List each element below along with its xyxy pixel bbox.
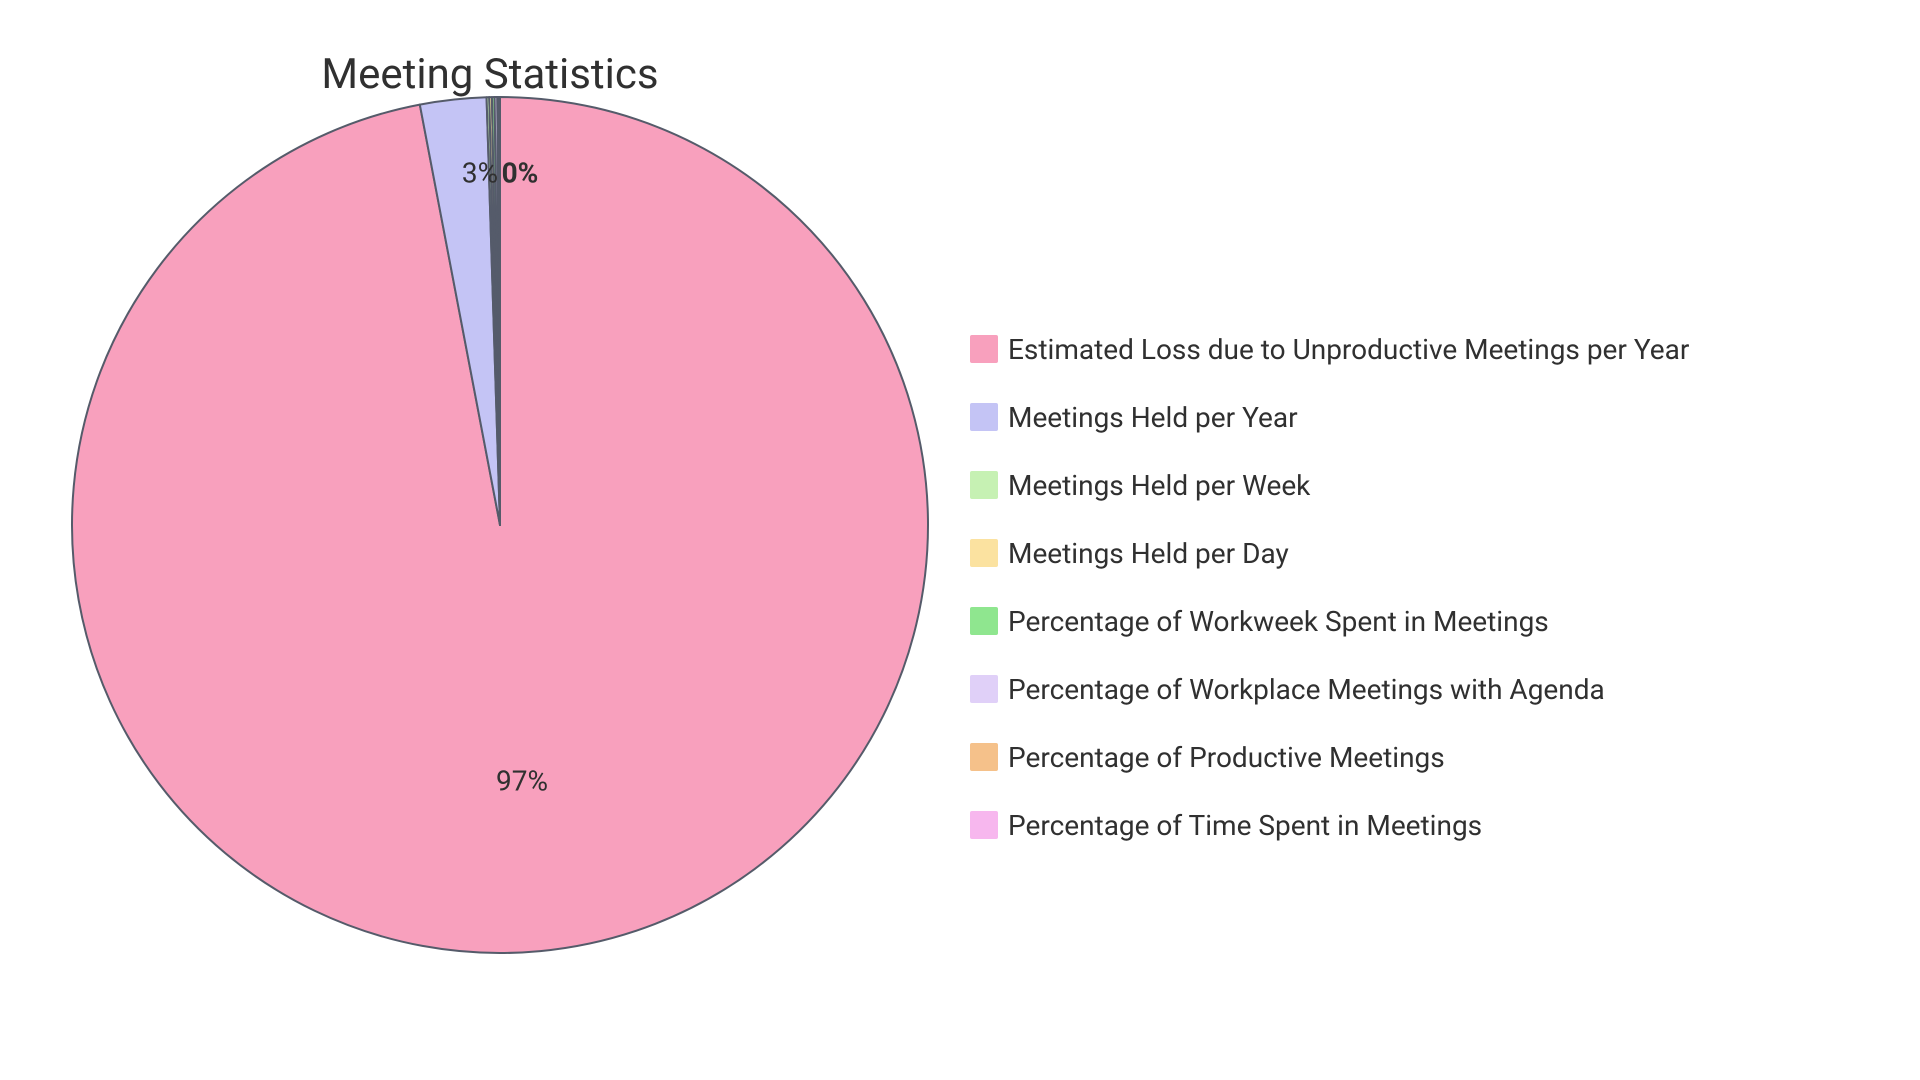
legend-label: Meetings Held per Week bbox=[1008, 469, 1310, 502]
legend-item: Percentage of Workweek Spent in Meetings bbox=[970, 597, 1689, 645]
legend-swatch bbox=[970, 743, 998, 771]
legend-swatch bbox=[970, 335, 998, 363]
legend-swatch bbox=[970, 607, 998, 635]
legend-item: Estimated Loss due to Unproductive Meeti… bbox=[970, 325, 1689, 373]
legend-swatch bbox=[970, 675, 998, 703]
legend-item: Percentage of Productive Meetings bbox=[970, 733, 1689, 781]
pie-chart: 97% 3%0% bbox=[70, 95, 930, 959]
legend-label: Meetings Held per Year bbox=[1008, 401, 1298, 434]
legend-item: Percentage of Workplace Meetings with Ag… bbox=[970, 665, 1689, 713]
legend-label: Estimated Loss due to Unproductive Meeti… bbox=[1008, 333, 1689, 366]
pie-label-main: 97% bbox=[496, 764, 548, 797]
pie-slice bbox=[499, 97, 500, 525]
legend: Estimated Loss due to Unproductive Meeti… bbox=[970, 325, 1689, 849]
pie-label-small-left: 3% bbox=[462, 157, 498, 190]
legend-item: Meetings Held per Day bbox=[970, 529, 1689, 577]
legend-swatch bbox=[970, 403, 998, 431]
chart-container: Meeting Statistics 97% 3%0% Estimated Los… bbox=[0, 0, 1920, 1080]
legend-item: Meetings Held per Week bbox=[970, 461, 1689, 509]
legend-label: Percentage of Time Spent in Meetings bbox=[1008, 809, 1482, 842]
legend-label: Percentage of Productive Meetings bbox=[1008, 741, 1445, 774]
legend-item: Meetings Held per Year bbox=[970, 393, 1689, 441]
legend-label: Percentage of Workplace Meetings with Ag… bbox=[1008, 673, 1605, 706]
legend-swatch bbox=[970, 811, 998, 839]
chart-title: Meeting Statistics bbox=[190, 50, 790, 99]
legend-swatch bbox=[970, 471, 998, 499]
legend-label: Percentage of Workweek Spent in Meetings bbox=[1008, 605, 1549, 638]
legend-swatch bbox=[970, 539, 998, 567]
pie-svg: 97% 3%0% bbox=[70, 95, 930, 955]
legend-item: Percentage of Time Spent in Meetings bbox=[970, 801, 1689, 849]
legend-label: Meetings Held per Day bbox=[1008, 537, 1289, 570]
pie-label-small-right: 0% bbox=[502, 157, 539, 190]
